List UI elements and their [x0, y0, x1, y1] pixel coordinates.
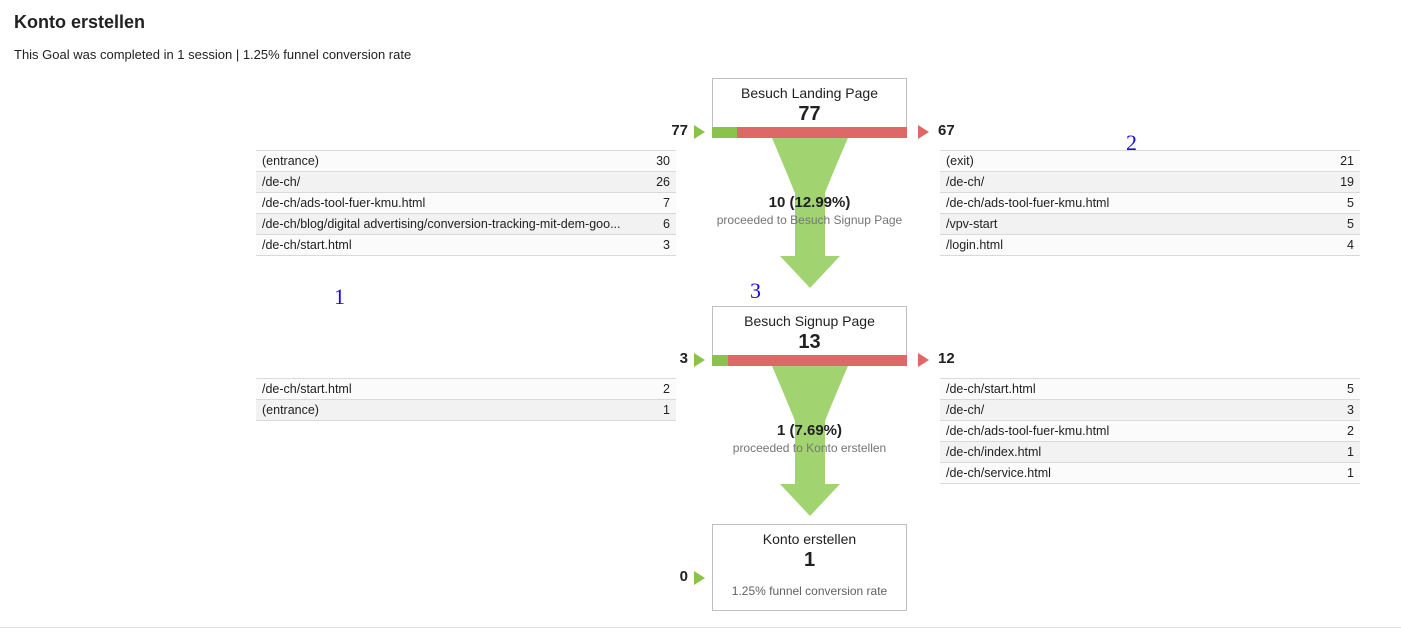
funnel-conversion-rate: 1.25% funnel conversion rate [719, 584, 900, 598]
funnel-step-title: Besuch Signup Page [719, 313, 900, 329]
table-path: (entrance) [262, 403, 642, 417]
entries-arrow-icon [694, 125, 705, 139]
entries-count-3: 0 [660, 568, 688, 585]
bar-proceed-segment [712, 127, 737, 138]
table-row[interactable]: /de-ch/19 [940, 172, 1360, 193]
table-path: /de-ch/start.html [946, 382, 1326, 396]
table-val: 21 [1326, 154, 1354, 168]
exits-count-1: 67 [938, 122, 955, 139]
funnel-step-count: 77 [719, 103, 900, 126]
funnel-step-title: Besuch Landing Page [719, 85, 900, 101]
annotation-3: 3 [750, 278, 761, 304]
bottom-divider [0, 627, 1401, 628]
table-row[interactable]: /de-ch/service.html1 [940, 463, 1360, 484]
table-val: 19 [1326, 175, 1354, 189]
table-row[interactable]: /de-ch/blog/digital advertising/conversi… [256, 214, 676, 235]
table-val: 3 [642, 238, 670, 252]
table-val: 5 [1326, 382, 1354, 396]
page-subtitle: This Goal was completed in 1 session | 1… [14, 47, 1387, 62]
table-path: /de-ch/ads-tool-fuer-kmu.html [946, 424, 1326, 438]
table-row[interactable]: /login.html4 [940, 235, 1360, 256]
table-path: /de-ch/start.html [262, 238, 642, 252]
table-path: /de-ch/start.html [262, 382, 642, 396]
table-path: /de-ch/blog/digital advertising/conversi… [262, 217, 642, 231]
proceed-sub-text: proceeded to Konto erstellen [712, 441, 907, 455]
annotation-1: 1 [334, 284, 345, 310]
table-val: 2 [642, 382, 670, 396]
exits-count-2: 12 [938, 350, 955, 367]
table-val: 1 [1326, 466, 1354, 480]
proceed-box-2: 1 (7.69%) proceeded to Konto erstellen [712, 422, 907, 455]
table-val: 1 [642, 403, 670, 417]
table-val: 3 [1326, 403, 1354, 417]
bar-exit-segment [737, 127, 907, 138]
table-path: /de-ch/ [262, 175, 642, 189]
proceed-main-text: 1 (7.69%) [712, 422, 907, 439]
table-val: 5 [1326, 217, 1354, 231]
entries-table-1: (entrance)30 /de-ch/26 /de-ch/ads-tool-f… [256, 150, 676, 256]
table-row[interactable]: /de-ch/26 [256, 172, 676, 193]
exits-arrow-icon [918, 353, 929, 367]
table-row[interactable]: /de-ch/3 [940, 400, 1360, 421]
table-row[interactable]: /de-ch/index.html1 [940, 442, 1360, 463]
table-val: 6 [642, 217, 670, 231]
table-val: 7 [642, 196, 670, 210]
table-path: /de-ch/ [946, 175, 1326, 189]
entries-arrow-icon [694, 353, 705, 367]
table-row[interactable]: (entrance)1 [256, 400, 676, 421]
table-row[interactable]: /de-ch/ads-tool-fuer-kmu.html7 [256, 193, 676, 214]
table-row[interactable]: /de-ch/ads-tool-fuer-kmu.html5 [940, 193, 1360, 214]
annotation-2: 2 [1126, 130, 1137, 156]
bar-exit-segment [728, 355, 907, 366]
funnel-step-count: 13 [719, 331, 900, 354]
table-path: (exit) [946, 154, 1326, 168]
table-row[interactable]: /de-ch/ads-tool-fuer-kmu.html2 [940, 421, 1360, 442]
table-row[interactable]: /de-ch/start.html2 [256, 379, 676, 400]
proceed-main-text: 10 (12.99%) [712, 194, 907, 211]
table-val: 2 [1326, 424, 1354, 438]
table-path: /de-ch/index.html [946, 445, 1326, 459]
entries-count-2: 3 [660, 350, 688, 367]
exits-table-2: /de-ch/start.html5 /de-ch/3 /de-ch/ads-t… [940, 378, 1360, 484]
funnel-step-bar-1 [712, 127, 907, 138]
funnel-step-title: Konto erstellen [719, 531, 900, 547]
exits-table-1: (exit)21 /de-ch/19 /de-ch/ads-tool-fuer-… [940, 150, 1360, 256]
table-path: /login.html [946, 238, 1326, 252]
funnel-step-count: 1 [719, 549, 900, 572]
page-title: Konto erstellen [14, 12, 1387, 33]
table-row[interactable]: /de-ch/start.html5 [940, 379, 1360, 400]
entries-count-1: 77 [660, 122, 688, 139]
proceed-sub-text: proceeded to Besuch Signup Page [712, 213, 907, 227]
table-row[interactable]: /de-ch/start.html3 [256, 235, 676, 256]
table-path: /de-ch/ads-tool-fuer-kmu.html [946, 196, 1326, 210]
table-row[interactable]: (exit)21 [940, 151, 1360, 172]
table-val: 5 [1326, 196, 1354, 210]
table-val: 30 [642, 154, 670, 168]
proceed-box-1: 10 (12.99%) proceeded to Besuch Signup P… [712, 194, 907, 227]
table-path: /de-ch/ [946, 403, 1326, 417]
exits-arrow-icon [918, 125, 929, 139]
table-row[interactable]: (entrance)30 [256, 151, 676, 172]
table-row[interactable]: /vpv-start5 [940, 214, 1360, 235]
table-path: /vpv-start [946, 217, 1326, 231]
report-header: Konto erstellen This Goal was completed … [0, 0, 1401, 68]
funnel-step-box-3[interactable]: Konto erstellen 1 1.25% funnel conversio… [712, 524, 907, 611]
table-path: /de-ch/ads-tool-fuer-kmu.html [262, 196, 642, 210]
entries-arrow-icon [694, 571, 705, 585]
entries-table-2: /de-ch/start.html2 (entrance)1 [256, 378, 676, 421]
table-val: 4 [1326, 238, 1354, 252]
funnel-step-bar-2 [712, 355, 907, 366]
table-val: 26 [642, 175, 670, 189]
table-path: /de-ch/service.html [946, 466, 1326, 480]
table-val: 1 [1326, 445, 1354, 459]
table-path: (entrance) [262, 154, 642, 168]
bar-proceed-segment [712, 355, 728, 366]
funnel-canvas: Besuch Landing Page 77 77 67 10 (12.99%)… [0, 68, 1401, 628]
